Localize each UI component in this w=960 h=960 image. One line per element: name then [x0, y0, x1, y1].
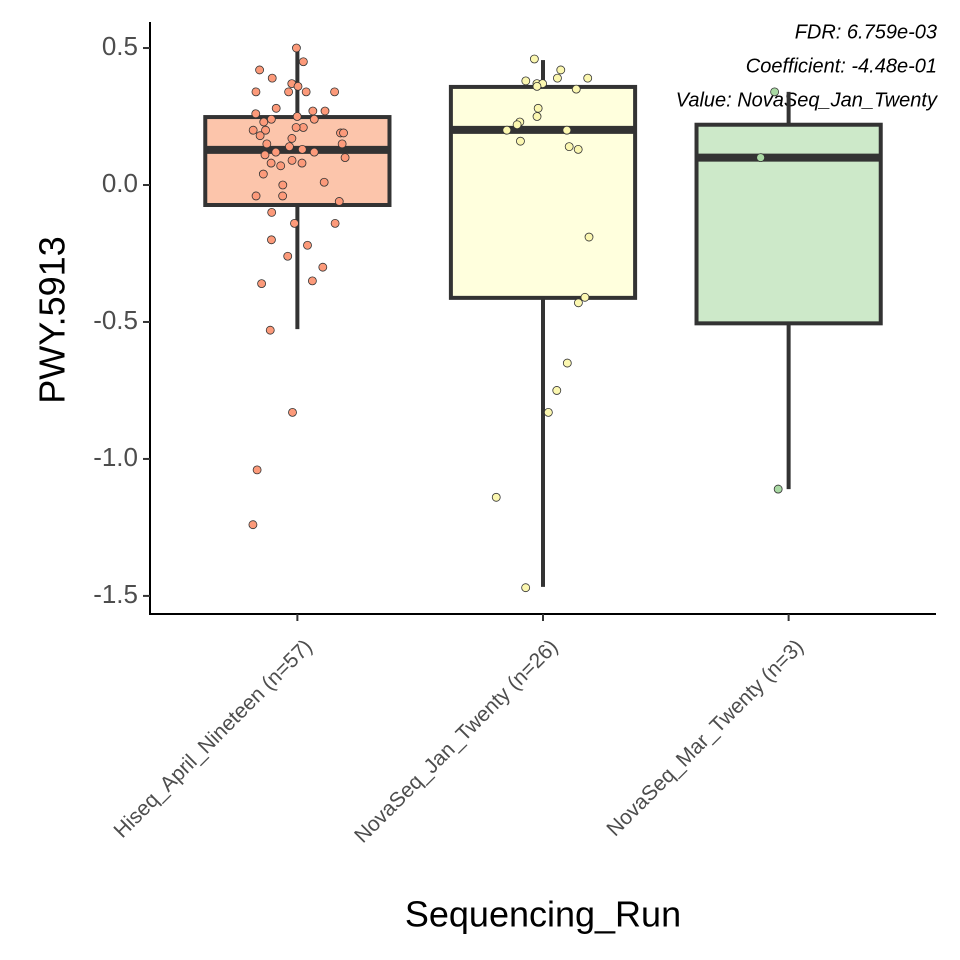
point	[491, 492, 501, 502]
point	[265, 325, 275, 335]
point	[303, 240, 312, 250]
point	[340, 153, 350, 163]
point	[573, 144, 583, 154]
point	[521, 583, 531, 593]
point	[309, 147, 319, 157]
y-tick-label: -1.0	[93, 442, 138, 472]
x-tick-label: NovaSeq_Jan_Twenty (n=26)	[350, 635, 562, 847]
point	[556, 65, 566, 75]
point	[278, 191, 288, 201]
point	[251, 109, 261, 119]
point	[267, 235, 276, 245]
point	[337, 139, 347, 149]
point	[756, 153, 766, 163]
point	[271, 147, 281, 157]
point	[529, 54, 539, 64]
point	[248, 125, 258, 135]
point	[521, 76, 531, 86]
point	[287, 134, 297, 143]
point	[330, 218, 340, 228]
point	[248, 520, 258, 530]
annotation: FDR: 6.759e-03	[795, 21, 937, 43]
point	[583, 73, 593, 83]
point	[259, 117, 269, 127]
point	[309, 114, 319, 124]
point	[267, 73, 277, 83]
point	[291, 123, 301, 132]
point	[516, 136, 525, 146]
point	[276, 161, 286, 171]
point	[278, 180, 288, 190]
point	[284, 87, 294, 97]
point	[251, 191, 261, 201]
point	[339, 128, 348, 138]
point	[532, 81, 542, 91]
point	[532, 112, 542, 121]
point	[533, 103, 543, 113]
point	[298, 57, 308, 67]
point	[552, 386, 562, 395]
point	[308, 106, 318, 116]
point	[580, 292, 590, 302]
annotation: Value: NovaSeq_Jan_Twenty	[676, 89, 938, 111]
y-tick-label: 0.5	[102, 31, 138, 61]
point	[292, 112, 302, 121]
point	[255, 131, 265, 141]
point	[320, 106, 330, 116]
point	[584, 232, 594, 242]
point	[334, 197, 344, 206]
point	[255, 65, 264, 75]
point	[562, 358, 572, 368]
point	[318, 262, 328, 272]
y-tick-label: -0.5	[93, 305, 138, 335]
annotation: Coefficient: -4.48e-01	[746, 55, 937, 77]
point	[261, 125, 270, 135]
point	[283, 251, 293, 261]
point	[512, 120, 522, 130]
point	[252, 465, 262, 475]
point	[288, 407, 297, 417]
point	[502, 125, 512, 135]
y-tick-label: -1.5	[93, 579, 138, 609]
y-tick-label: 0.0	[102, 168, 138, 198]
point	[260, 150, 270, 160]
point	[307, 276, 317, 286]
x-axis-label: Sequencing_Run	[405, 894, 681, 935]
point	[773, 484, 783, 494]
box	[448, 84, 638, 300]
point	[287, 155, 297, 165]
point	[297, 144, 307, 154]
point	[258, 169, 268, 179]
point	[564, 142, 574, 152]
x-tick-label: NovaSeq_Mar_Twenty (n=3)	[602, 635, 808, 841]
point	[319, 177, 329, 187]
point	[266, 114, 276, 124]
point	[293, 81, 303, 91]
point	[770, 87, 780, 97]
point	[257, 279, 267, 289]
point	[297, 158, 307, 168]
point	[330, 87, 339, 97]
point	[543, 407, 553, 417]
point	[262, 139, 272, 149]
point	[553, 73, 562, 83]
point	[562, 125, 572, 135]
x-tick-label: Hiseq_April_Nineteen (n=57)	[109, 635, 316, 842]
y-axis-label: PWY.5913	[32, 236, 73, 403]
point	[292, 43, 301, 53]
point	[266, 158, 276, 168]
point	[571, 84, 581, 94]
point	[290, 218, 299, 228]
point	[301, 87, 311, 97]
point	[271, 103, 281, 113]
point	[574, 298, 583, 308]
point	[285, 142, 294, 152]
point	[251, 87, 261, 97]
point	[267, 207, 277, 217]
